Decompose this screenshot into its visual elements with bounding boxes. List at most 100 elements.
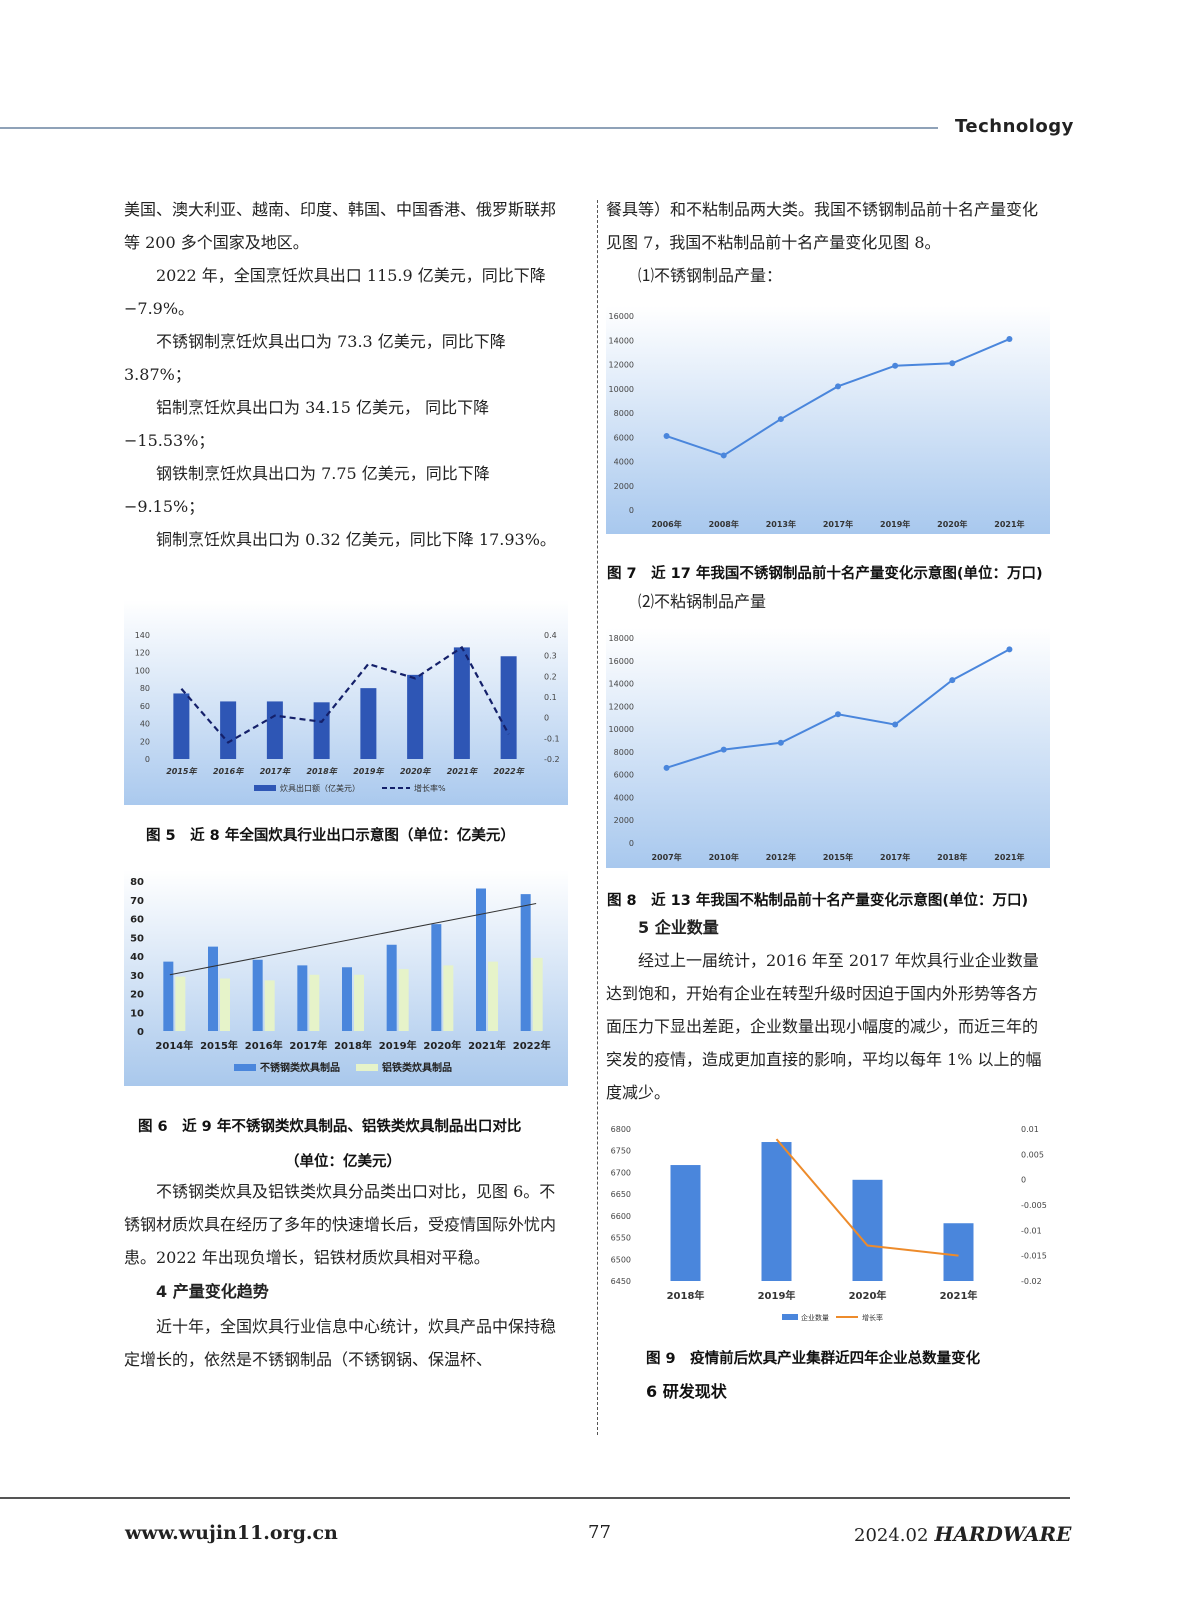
- bar-stainless: [431, 924, 442, 1031]
- x-tick-label: 2006年: [651, 519, 681, 529]
- x-tick-label: 2017年: [260, 767, 291, 776]
- y-tick-label: 14000: [609, 680, 634, 689]
- bar-stainless: [520, 894, 531, 1031]
- paragraph: 美国、澳大利亚、越南、印度、韩国、中国香港、俄罗斯联邦等 200 多个国家及地区…: [124, 200, 557, 252]
- bar-stainless: [386, 944, 397, 1031]
- y-tick-label: 4000: [614, 458, 634, 467]
- y-tick-label: 8000: [614, 409, 634, 418]
- y-tick-label: 6650: [611, 1190, 631, 1199]
- data-point: [720, 452, 727, 459]
- data-point: [892, 362, 899, 369]
- y2-tick-label: -0.01: [1021, 1226, 1042, 1235]
- magazine-name: HARDWARE: [934, 1522, 1072, 1546]
- y-tick-label: 10: [130, 1008, 144, 1019]
- data-point: [720, 746, 727, 753]
- data-point: [835, 711, 841, 718]
- y2-tick-label: 0: [544, 714, 549, 723]
- y-tick-label: 6550: [611, 1234, 631, 1243]
- y-tick-label: 8000: [614, 748, 634, 757]
- data-point: [777, 739, 784, 746]
- y-tick-label: 140: [135, 631, 150, 640]
- x-tick-label: 2021年: [940, 1289, 978, 1302]
- y-tick-label: 12000: [609, 702, 634, 711]
- legend-label-bar: 企业数量: [801, 1313, 829, 1322]
- bar-aluminum-iron: [488, 961, 498, 1031]
- bar-stainless: [163, 961, 174, 1031]
- x-tick-label: 2012年: [766, 852, 796, 862]
- y-tick-label: 16000: [609, 312, 634, 321]
- x-tick-label: 2019年: [880, 519, 910, 529]
- bar-stainless: [208, 946, 218, 1031]
- y-tick-label: 2000: [614, 482, 634, 491]
- y-tick-label: 6750: [611, 1147, 631, 1156]
- legend-label-stainless: 不锈钢类炊具制品: [260, 1061, 340, 1074]
- legend-label-line: 增长率: [862, 1313, 883, 1322]
- y2-tick-label: -0.02: [1021, 1277, 1042, 1286]
- left-text-block-2: 不锈钢类炊具及铝铁类炊具分品类出口对比，见图 6。不锈钢材质炊具在经历了多年的快…: [124, 1175, 568, 1376]
- x-tick-label: 2020年: [937, 519, 967, 529]
- right-text-block-2: 5 企业数量 经过上一届统计，2016 年至 2017 年炊具行业企业数量达到饱…: [606, 912, 1050, 1109]
- line-growth-rate: [775, 1138, 959, 1257]
- y-tick-label: 60: [140, 702, 150, 711]
- paragraph: 钢铁制烹饪炊具出口为 7.75 亿美元，同比下降 −9.15%；: [124, 464, 490, 516]
- data-point: [949, 360, 956, 367]
- y-tick-label: 50: [130, 933, 144, 944]
- legend-label-aluminum-iron: 铝铁类炊具制品: [382, 1061, 452, 1074]
- y-tick-label: 120: [135, 649, 150, 658]
- legend-swatch-stainless: [234, 1064, 256, 1071]
- list-item: ⑴不锈钢制品产量：: [638, 266, 783, 285]
- data-point: [835, 383, 841, 390]
- figure-7-caption: 图 7 近 17 年我国不锈钢制品前十名产量变化示意图(单位：万口): [607, 566, 1043, 582]
- legend-swatch-aluminum-iron: [356, 1064, 378, 1071]
- paragraph: 2022 年，全国烹饪炊具出口 115.9 亿美元，同比下降 −7.9%。: [124, 266, 546, 318]
- section-label: Technology: [955, 116, 1074, 137]
- x-tick-label: 2015年: [166, 767, 197, 776]
- y2-tick-label: 0.4: [544, 631, 557, 640]
- issue-date: 2024.02: [854, 1525, 929, 1546]
- x-tick-label: 2022年: [513, 1039, 551, 1052]
- y-tick-label: 40: [140, 720, 150, 729]
- page-number: 77: [588, 1522, 611, 1543]
- fig6-chart: 0 10 20 30 40 50 60 70 80 2014年 2015年 2016年 2017年 201…: [124, 870, 568, 1086]
- bar-stainless: [476, 888, 486, 1031]
- x-tick-label: 2015年: [823, 852, 853, 862]
- section-heading-4: 4 产量变化趋势: [156, 1282, 269, 1301]
- y2-tick-label: -0.2: [544, 755, 560, 764]
- bar-enterprise-count: [943, 1223, 974, 1281]
- right-text-block-1: 餐具等）和不粘制品两大类。我国不锈钢制品前十名产量变化见图 7，我国不粘制品前十…: [606, 193, 1050, 292]
- y-tick-label: 18000: [609, 634, 634, 643]
- figure-5: 0 20 40 60 80 100 120 140 -0.2 -0.1 0 0.1 0.2 0.3 0.4 2…: [124, 600, 568, 805]
- footer-url[interactable]: www.wujin11.org.cn: [125, 1522, 338, 1544]
- y2-tick-label: -0.1: [544, 734, 560, 743]
- x-tick-label: 2018年: [667, 1289, 705, 1302]
- y-tick-label: 80: [140, 684, 150, 693]
- data-point: [1006, 336, 1013, 343]
- x-tick-label: 2007年: [651, 852, 681, 862]
- data-point: [892, 721, 899, 728]
- legend-swatch-bar: [254, 785, 276, 791]
- x-tick-label: 2013年: [766, 519, 796, 529]
- section-heading-5: 5 企业数量: [638, 918, 719, 937]
- y-tick-label: 0: [145, 755, 150, 764]
- x-tick-label: 2018年: [306, 767, 337, 776]
- x-tick-label: 2008年: [709, 519, 739, 529]
- y-tick-label: 14000: [609, 336, 634, 345]
- bar-export-value: [500, 656, 517, 759]
- x-tick-label: 2014年: [155, 1039, 193, 1052]
- y-tick-label: 20: [140, 737, 150, 746]
- y-tick-label: 12000: [609, 361, 634, 370]
- paragraph: 铝制烹饪炊具出口为 34.15 亿美元， 同比下降 −15.53%；: [124, 398, 490, 450]
- right-list-item-2: ⑵不粘锅制品产量: [606, 585, 1050, 618]
- x-tick-label: 2017年: [289, 1039, 327, 1052]
- y2-tick-label: 0.2: [544, 672, 557, 681]
- figure-5-caption: 图 5 近 8 年全国炊具行业出口示意图（单位：亿美元）: [146, 828, 515, 844]
- data-point: [663, 764, 670, 771]
- figure-6: 0 10 20 30 40 50 60 70 80 2014年 2015年 2016年 2017年 201…: [124, 870, 568, 1086]
- y2-tick-label: 0: [1021, 1176, 1026, 1185]
- figure-8: 0 2000 4000 6000 8000 10000 12000 14000 16000 180…: [606, 628, 1050, 868]
- bar-export-value: [407, 674, 424, 759]
- section-heading-6: 6 研发现状: [646, 1382, 727, 1401]
- paragraph: 餐具等）和不粘制品两大类。我国不锈钢制品前十名产量变化见图 7，我国不粘制品前十…: [606, 200, 1039, 252]
- figure-6-caption: 图 6 近 9 年不锈钢类炊具制品、铝铁类炊具制品出口对比: [138, 1119, 522, 1135]
- y2-tick-label: 0.01: [1021, 1125, 1039, 1134]
